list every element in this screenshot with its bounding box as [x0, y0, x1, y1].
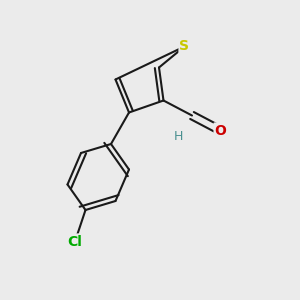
Text: O: O: [214, 124, 226, 137]
Text: Cl: Cl: [68, 235, 82, 248]
Text: S: S: [179, 40, 190, 53]
Text: H: H: [174, 130, 183, 143]
